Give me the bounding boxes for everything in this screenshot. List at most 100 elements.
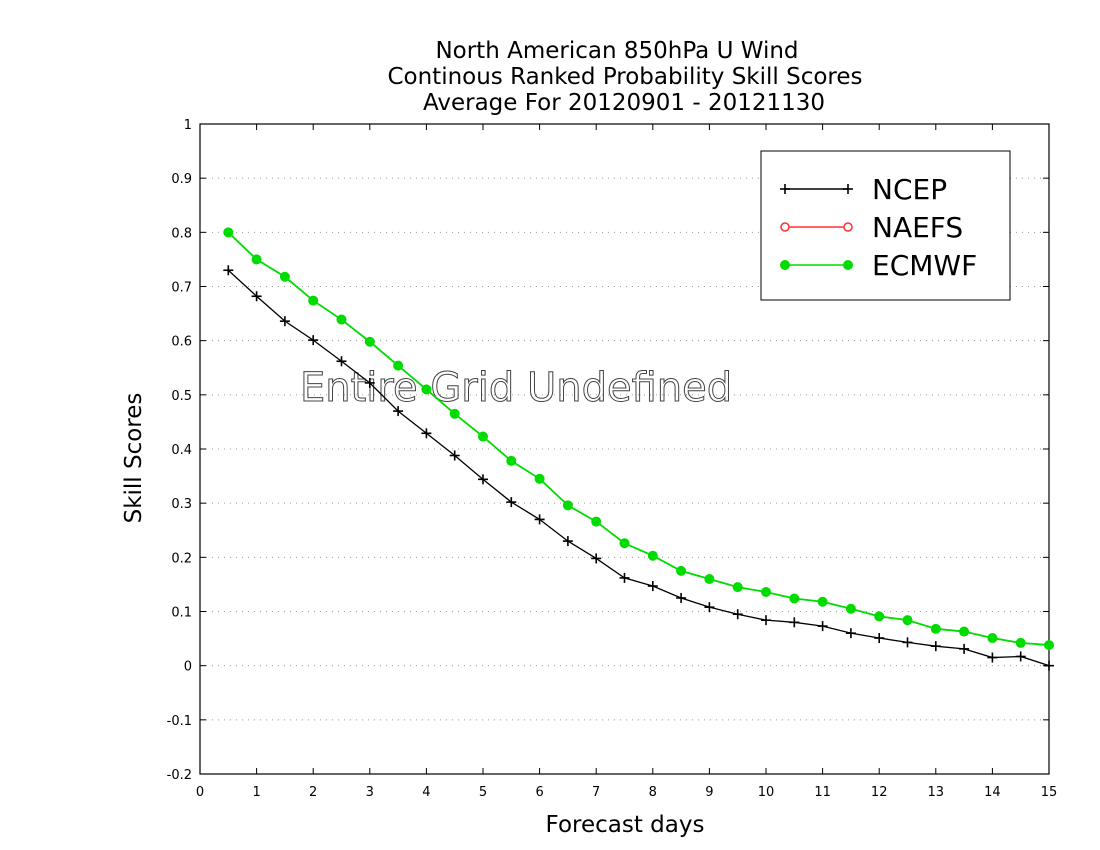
y-tick-label: 0.9: [171, 172, 192, 187]
data-point-ncep: [308, 335, 319, 346]
data-point-ecmwf: [421, 384, 432, 395]
data-point-ncep: [676, 592, 687, 603]
data-point-ecmwf: [817, 596, 828, 607]
series-ncep: [223, 265, 1054, 671]
x-tick-label: 4: [422, 785, 430, 800]
legend-marker-ecmwf: [780, 260, 790, 270]
data-point-ncep: [534, 514, 545, 525]
data-point-ncep: [704, 602, 715, 613]
data-point-ecmwf: [647, 550, 658, 561]
data-point-ecmwf: [279, 271, 290, 282]
data-point-ncep: [930, 641, 941, 652]
data-point-ncep: [959, 643, 970, 654]
x-tick-label: 8: [649, 785, 657, 800]
y-tick-label: 0.6: [171, 335, 192, 350]
data-point-ecmwf: [534, 473, 545, 484]
x-tick-label: 2: [309, 785, 317, 800]
data-point-ncep: [1044, 660, 1054, 671]
data-point-ecmwf: [251, 254, 262, 265]
data-point-ncep: [647, 581, 658, 592]
legend-label-ecmwf: ECMWF: [872, 249, 977, 282]
x-tick-label: 7: [592, 785, 600, 800]
legend-label-naefs: NAEFS: [872, 211, 963, 244]
y-tick-label: 0.1: [171, 606, 192, 621]
chart-title-line-3: Average For 20120901 - 20121130: [423, 90, 825, 116]
y-tick-label: 0.8: [171, 226, 192, 241]
legend-box: [760, 150, 1011, 301]
data-point-ecmwf: [761, 587, 771, 597]
legend-marker-ncep: [843, 184, 853, 194]
x-tick-label: 9: [705, 785, 713, 800]
legend-label-ncep: NCEP: [872, 173, 947, 206]
data-point-ecmwf: [223, 227, 234, 238]
y-tick-label: 0.4: [171, 443, 192, 458]
series-line-ncep: [227, 269, 1050, 667]
data-point-ecmwf: [393, 360, 404, 371]
data-point-ecmwf: [845, 603, 856, 614]
y-tick-label: 1: [184, 118, 192, 133]
data-point-ecmwf: [874, 611, 885, 622]
legend-item-ecmwf: ECMWF: [780, 249, 977, 282]
data-point-ncep: [789, 617, 800, 628]
data-point-ecmwf: [619, 538, 630, 549]
data-point-ncep: [874, 633, 885, 644]
chart-title-line-1: North American 850hPa U Wind: [435, 38, 798, 64]
data-point-ecmwf: [478, 431, 488, 442]
y-tick-label: 0.7: [171, 281, 192, 296]
y-tick-label: 0.2: [171, 551, 192, 566]
data-point-ncep: [987, 652, 998, 663]
data-point-ncep: [336, 356, 347, 367]
chart-title: North American 850hPa U Wind Continous R…: [387, 38, 862, 116]
y-tick-label: -0.2: [167, 768, 192, 783]
data-point-ecmwf: [704, 574, 715, 584]
data-point-ncep: [393, 406, 404, 417]
chart-title-line-2: Continous Ranked Probability Skill Score…: [387, 64, 862, 90]
y-tick-label: 0: [184, 660, 192, 675]
data-point-ecmwf: [676, 565, 687, 576]
data-point-ecmwf: [1044, 640, 1054, 651]
data-point-ecmwf: [506, 455, 517, 466]
x-tick-label: 14: [984, 785, 1001, 800]
x-tick-label: 11: [814, 785, 831, 800]
data-point-ncep: [478, 474, 488, 485]
x-axis-label: Forecast days: [546, 812, 705, 838]
data-point-ecmwf: [1015, 637, 1026, 648]
data-point-ncep: [619, 572, 630, 583]
data-point-ecmwf: [336, 314, 347, 325]
y-tick-labels: -0.2 -0.1 0 0.1 0.2 0.3 0.4 0.5 0.6 0.7 0.8 0.9 1: [167, 118, 192, 783]
x-tick-label: 15: [1041, 785, 1058, 800]
legend-item-naefs: NAEFS: [780, 211, 963, 244]
data-point-ecmwf: [562, 500, 573, 511]
data-point-ncep: [251, 291, 262, 302]
x-tick-label: 1: [252, 785, 260, 800]
legend: NCEP NAEFS ECMWF: [760, 150, 1011, 301]
data-point-ecmwf: [449, 408, 460, 419]
data-point-ecmwf: [308, 295, 319, 306]
y-tick-label: 0.5: [171, 389, 192, 404]
legend-marker-ncep: [780, 184, 790, 194]
y-tick-label: 0.3: [171, 497, 192, 512]
x-tick-label: 13: [928, 785, 945, 800]
data-point-ncep: [223, 265, 234, 276]
data-point-ecmwf: [987, 633, 998, 644]
x-tick-labels: 0 1 2 3 4 5 6 7 8 9 10 11 12 13 14 15: [196, 785, 1057, 800]
data-point-ncep: [364, 377, 375, 388]
data-point-ncep: [591, 553, 602, 564]
data-point-ncep: [279, 316, 290, 327]
legend-marker-naefs: [780, 222, 790, 232]
data-point-ncep: [817, 621, 828, 632]
data-point-ncep: [845, 628, 856, 639]
data-point-ecmwf: [902, 615, 913, 626]
data-point-ncep: [562, 536, 573, 547]
data-point-ecmwf: [930, 623, 941, 634]
x-tick-label: 10: [758, 785, 775, 800]
data-point-ncep: [1015, 651, 1026, 662]
y-axis-label: Skill Scores: [121, 393, 147, 524]
data-point-ncep: [732, 609, 743, 620]
data-point-ncep: [902, 637, 913, 648]
series-ecmwf: [223, 227, 1054, 651]
annotation-text: Entire Grid Undefined: [300, 365, 732, 411]
series-layer: [223, 227, 1054, 671]
data-point-ecmwf: [591, 516, 602, 527]
